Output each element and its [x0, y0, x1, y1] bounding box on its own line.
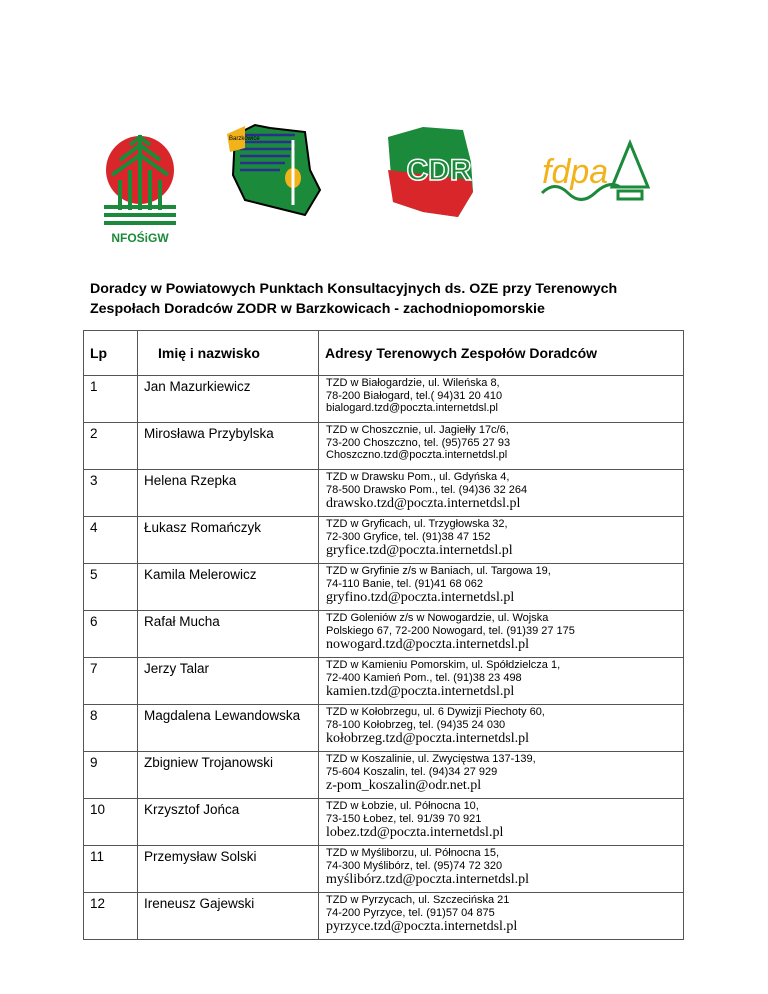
email-address: z-pom_koszalin@odr.net.pl: [326, 778, 482, 793]
row-lp: 9: [83, 751, 138, 799]
cdr-logo: CDR: [388, 127, 473, 217]
row-name: Kamila Melerowicz: [137, 563, 319, 611]
row-lp: 10: [83, 798, 138, 846]
address-line: TZD w Koszalinie, ul. Zwycięstwa 137-139…: [326, 753, 536, 765]
row-name: Magdalena Lewandowska: [137, 704, 319, 752]
row-lp: 4: [83, 516, 138, 564]
address-line: 72-400 Kamień Pom., tel. (91)38 23 498: [326, 671, 522, 684]
row-name: Jan Mazurkiewicz: [137, 375, 319, 423]
address-line: TZD w Drawsku Pom., ul. Gdyńska 4,: [326, 471, 510, 483]
document-title: Doradcy w Powiatowych Punktach Konsultac…: [90, 281, 618, 317]
address-line: 74-300 Myślibórz, tel. (95)74 72 320: [326, 859, 503, 872]
fdpa-logo: fdpa: [540, 139, 650, 201]
row-address: TZD w Białogardzie, ul. Wileńska 8, 78-20…: [318, 375, 684, 423]
row-lp: 11: [83, 845, 138, 893]
row-address: TZD w Gryficach, ul. Trzygłowska 32, 72-3…: [318, 516, 684, 564]
email-address: gryfino.tzd@poczta.internetdsl.pl: [326, 590, 515, 605]
table-row: 7 Jerzy Talar TZD w Kamieniu Pomorskim, …: [83, 657, 684, 705]
row-lp: 3: [83, 469, 138, 517]
row-lp: 2: [83, 422, 138, 470]
email-address: kołobrzeg.tzd@poczta.internetdsl.pl: [326, 731, 529, 746]
table-row: 12 Ireneusz Gajewski TZD w Pyrzycach, ul…: [83, 892, 684, 940]
row-address: TZD w Choszcznie, ul. Jagiełły 17c/6, 73-…: [318, 422, 684, 470]
email-address: Choszczno.tzd@poczta.internetdsl.pl: [326, 449, 508, 461]
table-row: 3 Helena Rzepka TZD w Drawsku Pom., ul. …: [83, 469, 684, 517]
row-name: Zbigniew Trojanowski: [137, 751, 319, 799]
email-address: nowogard.tzd@poczta.internetdsl.pl: [326, 637, 529, 652]
row-address: TZD Goleniów z/s w Nowogardzie, ul. Wojs…: [318, 610, 684, 658]
svg-text:Barzkowice: Barzkowice: [229, 136, 260, 142]
address-line: TZD w Gryfinie z/s w Baniach, ul. Targow…: [326, 565, 551, 577]
row-address: TZD w Pyrzycach, ul. Szczecińska 21 74-20…: [318, 892, 684, 940]
row-lp: 12: [83, 892, 138, 940]
header-lp: Lp: [83, 330, 138, 376]
row-lp: 5: [83, 563, 138, 611]
address-line: 73-200 Choszczno, tel. (95)765 27 93: [326, 436, 511, 449]
table-row: 11 Przemysław Solski TZD w Myśliborzu, u…: [83, 845, 684, 893]
row-address: TZD w Drawsku Pom., ul. Gdyńska 4, 78-500…: [318, 469, 684, 517]
table-row: 9 Zbigniew Trojanowski TZD w Koszalinie,…: [83, 751, 684, 799]
email-address: lobez.tzd@poczta.internetdsl.pl: [326, 825, 504, 840]
row-lp: 8: [83, 704, 138, 752]
address-line: TZD w Gryficach, ul. Trzygłowska 32,: [326, 518, 508, 530]
svg-text:fdpa: fdpa: [542, 153, 608, 191]
row-address: TZD w Gryfinie z/s w Baniach, ul. Targow…: [318, 563, 684, 611]
address-line: 78-200 Białogard, tel.( 94)31 20 410: [326, 389, 503, 402]
svg-text:NFOŚiGW: NFOŚiGW: [111, 230, 169, 245]
address-line: TZD Goleniów z/s w Nowogardzie, ul. Wojs…: [326, 612, 549, 624]
email-address: bialogard.tzd@poczta.internetdsl.pl: [326, 402, 498, 414]
address-line: 78-100 Kołobrzeg, tel. (94)35 24 030: [326, 718, 506, 731]
row-address: TZD w Kołobrzegu, ul. 6 Dywizji Piechoty…: [318, 704, 684, 752]
email-address: kamien.tzd@poczta.internetdsl.pl: [326, 684, 515, 699]
address-line: TZD w Pyrzycach, ul. Szczecińska 21: [326, 894, 510, 906]
address-line: TZD w Myśliborzu, ul. Północna 15,: [326, 847, 500, 859]
address-line: 73-150 Łobez, tel. 91/39 70 921: [326, 812, 482, 825]
row-name: Przemysław Solski: [137, 845, 319, 893]
row-name: Ireneusz Gajewski: [137, 892, 319, 940]
svg-text:CDR: CDR: [407, 154, 472, 187]
row-address: TZD w Kamieniu Pomorskim, ul. Spółdzielc…: [318, 657, 684, 705]
address-line: 78-500 Drawsko Pom., tel. (94)36 32 264: [326, 483, 528, 496]
header-name: Imię i nazwisko: [137, 330, 319, 376]
table-row: 1 Jan Mazurkiewicz TZD w Białogardzie, u…: [83, 375, 684, 423]
row-name: Jerzy Talar: [137, 657, 319, 705]
zodr-barzkowice-logo: Barzkowice: [227, 123, 322, 217]
address-line: TZD w Kołobrzegu, ul. 6 Dywizji Piechoty…: [326, 706, 545, 718]
address-line: 74-200 Pyrzyce, tel. (91)57 04 875: [326, 906, 495, 919]
table-header-row: Lp Imię i nazwisko Adresy Terenowych Zes…: [83, 330, 684, 376]
address-line: TZD w Kamieniu Pomorskim, ul. Spółdzielc…: [326, 659, 561, 671]
row-name: Krzysztof Jońca: [137, 798, 319, 846]
row-name: Rafał Mucha: [137, 610, 319, 658]
row-address: TZD w Łobzie, ul. Północna 10, 73-150 Łob…: [318, 798, 684, 846]
table-row: 5 Kamila Melerowicz TZD w Gryfinie z/s w…: [83, 563, 684, 611]
row-name: Mirosława Przybylska: [137, 422, 319, 470]
address-line: TZD w Choszcznie, ul. Jagiełły 17c/6,: [326, 424, 509, 436]
address-line: 75-604 Koszalin, tel. (94)34 27 929: [326, 765, 498, 778]
table-row: 4 Łukasz Romańczyk TZD w Gryficach, ul. …: [83, 516, 684, 564]
table-row: 8 Magdalena Lewandowska TZD w Kołobrzegu…: [83, 704, 684, 752]
email-address: drawsko.tzd@poczta.internetdsl.pl: [326, 496, 521, 511]
row-lp: 1: [83, 375, 138, 423]
table-row: 2 Mirosława Przybylska TZD w Choszcznie,…: [83, 422, 684, 470]
row-address: TZD w Myśliborzu, ul. Północna 15, 74-300…: [318, 845, 684, 893]
address-line: 74-110 Banie, tel. (91)41 68 062: [326, 577, 483, 590]
row-name: Helena Rzepka: [137, 469, 319, 517]
email-address: pyrzyce.tzd@poczta.internetdsl.pl: [326, 919, 518, 934]
row-lp: 6: [83, 610, 138, 658]
row-lp: 7: [83, 657, 138, 705]
email-address: gryfice.tzd@poczta.internetdsl.pl: [326, 543, 513, 558]
email-address: myślibórz.tzd@poczta.internetdsl.pl: [326, 872, 530, 887]
row-address: TZD w Koszalinie, ul. Zwycięstwa 137-139…: [318, 751, 684, 799]
table-row: 10 Krzysztof Jońca TZD w Łobzie, ul. Pół…: [83, 798, 684, 846]
address-line: 72-300 Gryfice, tel. (91)38 47 152: [326, 530, 491, 543]
address-line: Polskiego 67, 72-200 Nowogard, tel. (91)…: [326, 624, 575, 637]
address-line: TZD w Białogardzie, ul. Wileńska 8,: [326, 377, 500, 389]
row-name: Łukasz Romańczyk: [137, 516, 319, 564]
table-row: 6 Rafał Mucha TZD Goleniów z/s w Nowogar…: [83, 610, 684, 658]
address-line: TZD w Łobzie, ul. Północna 10,: [326, 800, 479, 812]
advisors-table: Lp Imię i nazwisko Adresy Terenowych Zes…: [83, 330, 684, 940]
nfosigw-logo: NFOŚiGW: [104, 134, 176, 245]
header-address: Adresy Terenowych Zespołów Doradców: [318, 330, 684, 376]
